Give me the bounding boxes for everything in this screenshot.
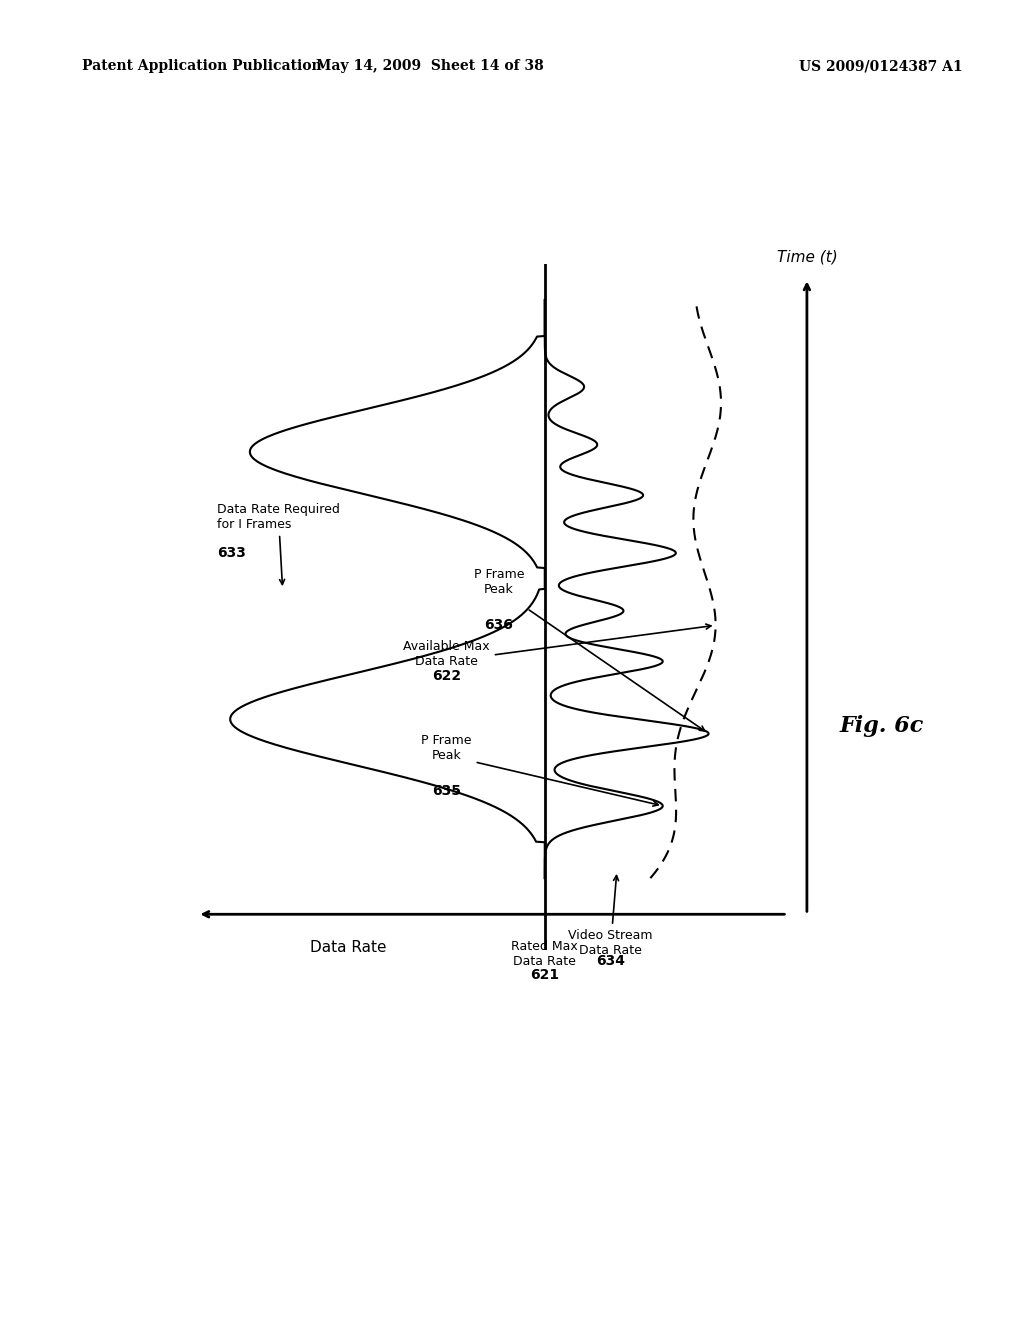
Text: P Frame
Peak: P Frame Peak xyxy=(421,734,658,807)
Text: 636: 636 xyxy=(484,618,513,632)
Text: 633: 633 xyxy=(217,545,246,560)
Text: P Frame
Peak: P Frame Peak xyxy=(474,568,705,731)
Text: 634: 634 xyxy=(596,954,625,968)
Text: Data Rate: Data Rate xyxy=(310,940,386,954)
Text: Available Max
Data Rate: Available Max Data Rate xyxy=(403,624,711,682)
Text: Fig. 6c: Fig. 6c xyxy=(840,715,924,737)
Text: 635: 635 xyxy=(432,784,461,799)
Text: 622: 622 xyxy=(432,669,461,682)
Text: Patent Application Publication: Patent Application Publication xyxy=(82,59,322,74)
Text: Data Rate Required
for I Frames: Data Rate Required for I Frames xyxy=(217,503,340,585)
Text: Video Stream
Data Rate: Video Stream Data Rate xyxy=(568,875,652,972)
Text: 621: 621 xyxy=(530,969,559,982)
Text: May 14, 2009  Sheet 14 of 38: May 14, 2009 Sheet 14 of 38 xyxy=(316,59,544,74)
Text: US 2009/0124387 A1: US 2009/0124387 A1 xyxy=(799,59,963,74)
Text: Time (t): Time (t) xyxy=(776,249,838,264)
Text: Rated Max
Data Rate: Rated Max Data Rate xyxy=(511,940,579,982)
